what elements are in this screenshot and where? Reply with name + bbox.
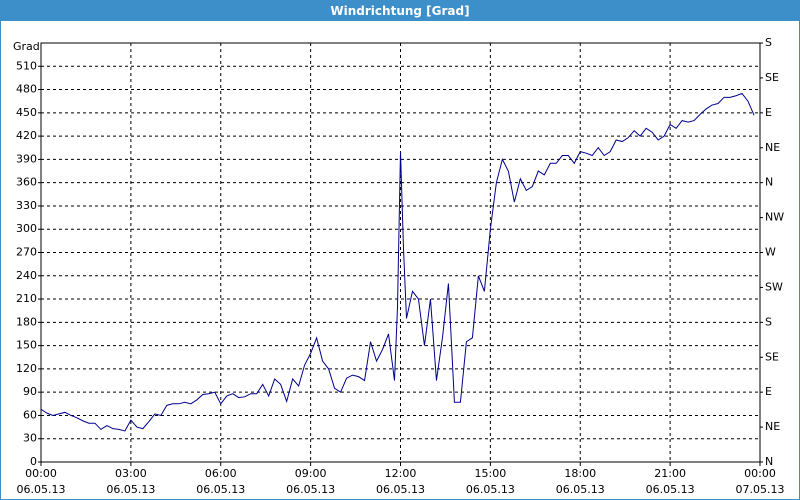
x-tick-label: 00:00 xyxy=(744,467,776,480)
x-tick-label: 15:00 xyxy=(475,467,507,480)
y2-tick-label: S xyxy=(765,315,772,328)
y2-tick-label: E xyxy=(765,106,772,119)
x-tick-date: 06.05.13 xyxy=(196,483,245,496)
y2-tick-label: SE xyxy=(765,71,779,84)
window-title: Windrichtung [Grad] xyxy=(1,1,799,21)
y-tick-label: 90 xyxy=(23,385,37,398)
x-tick-label: 09:00 xyxy=(295,467,327,480)
y2-tick-label: E xyxy=(765,385,772,398)
y-tick-label: 150 xyxy=(16,339,37,352)
x-tick-label: 21:00 xyxy=(654,467,686,480)
x-tick-date: 06.05.13 xyxy=(646,483,695,496)
x-tick-label: 18:00 xyxy=(564,467,596,480)
x-tick-date: 06.05.13 xyxy=(556,483,605,496)
y-tick-label: 60 xyxy=(23,408,37,421)
y-tick-label: 0 xyxy=(30,455,37,468)
x-tick-date: 06.05.13 xyxy=(466,483,515,496)
y2-tick-label: NW xyxy=(765,211,784,224)
y-tick-label: 210 xyxy=(16,292,37,305)
y-tick-label: 30 xyxy=(23,432,37,445)
x-tick-date: 06.05.13 xyxy=(286,483,335,496)
y2-tick-label: NE xyxy=(765,420,780,433)
y-tick-label: 390 xyxy=(16,152,37,165)
x-tick-label: 03:00 xyxy=(115,467,147,480)
x-tick-date: 06.05.13 xyxy=(17,483,66,496)
y-tick-label: 420 xyxy=(16,129,37,142)
y2-tick-label: N xyxy=(765,176,773,189)
y-axis-label: Grad xyxy=(13,40,40,53)
x-tick-date: 07.05.13 xyxy=(736,483,785,496)
y-tick-label: 450 xyxy=(16,106,37,119)
x-tick-date: 06.05.13 xyxy=(376,483,425,496)
y-tick-label: 300 xyxy=(16,222,37,235)
x-tick-label: 00:00 xyxy=(25,467,57,480)
y2-tick-label: W xyxy=(765,246,776,259)
y2-tick-label: S xyxy=(765,36,772,49)
y-tick-label: 360 xyxy=(16,176,37,189)
data-line xyxy=(40,92,755,432)
y-tick-label: 330 xyxy=(16,199,37,212)
y2-tick-label: N xyxy=(765,455,773,468)
y2-tick-label: SE xyxy=(765,350,779,363)
y-tick-label: 480 xyxy=(16,83,37,96)
y2-tick-label: NE xyxy=(765,141,780,154)
chart: Grad 0 30 60 90 120 150 180 210 240 270 300 330 360 3… xyxy=(13,36,785,496)
x-tick-label: 12:00 xyxy=(385,467,417,480)
y-tick-label: 240 xyxy=(16,269,37,282)
y-tick-label: 180 xyxy=(16,315,37,328)
y-tick-label: 120 xyxy=(16,362,37,375)
x-tick-date: 06.05.13 xyxy=(106,483,155,496)
y2-tick-label: SW xyxy=(765,280,783,293)
y-tick-label: 270 xyxy=(16,246,37,259)
x-tick-label: 06:00 xyxy=(205,467,237,480)
y-tick-label: 510 xyxy=(16,59,37,72)
